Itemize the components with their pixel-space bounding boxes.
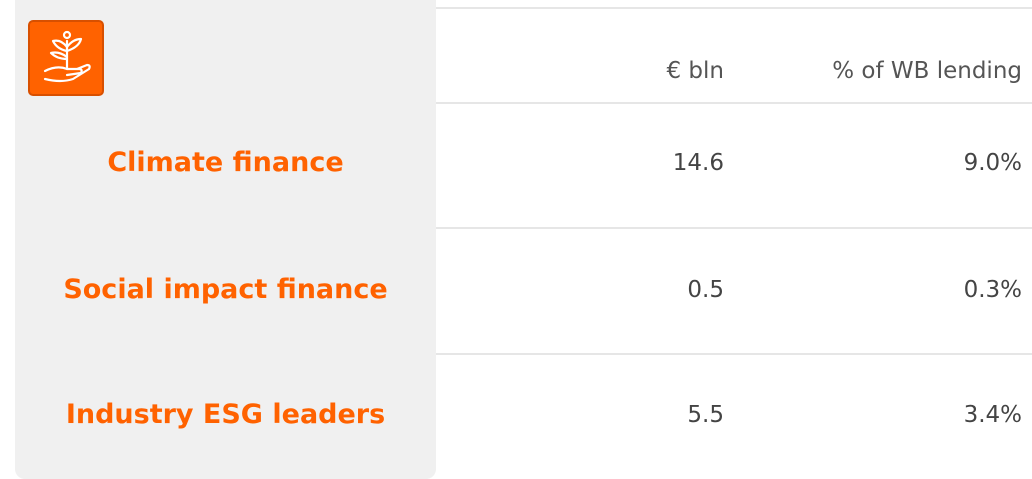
row-label: Industry ESG leaders bbox=[65, 399, 386, 430]
row-divider bbox=[436, 353, 1032, 355]
cell: 14.6 bbox=[672, 150, 724, 176]
row-divider bbox=[436, 102, 1032, 104]
icon bbox=[28, 20, 104, 96]
row-label: Social impact finance bbox=[63, 274, 388, 305]
cell: 3.4% bbox=[963, 402, 1022, 428]
row-label: Climate finance bbox=[107, 147, 344, 178]
cell: 0.3% bbox=[963, 277, 1022, 303]
column-header: € bln bbox=[666, 58, 724, 84]
cell: 5.5 bbox=[687, 402, 724, 428]
column-header: % of WB lending bbox=[832, 58, 1022, 84]
cell: 9.0% bbox=[963, 150, 1022, 176]
row-divider bbox=[436, 227, 1032, 229]
cell: 0.5 bbox=[687, 277, 724, 303]
row-divider bbox=[436, 7, 1032, 9]
